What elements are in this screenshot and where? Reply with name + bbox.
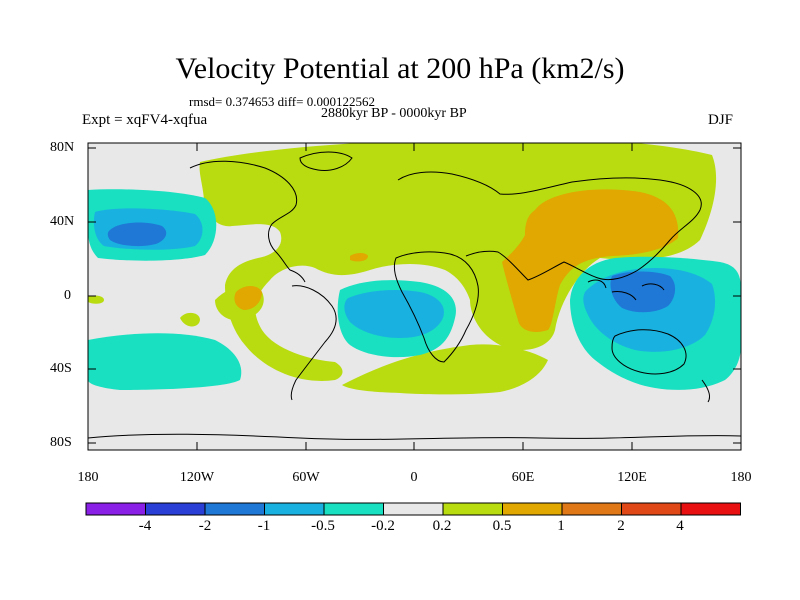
lon-label-180-west: 180 xyxy=(77,470,99,485)
positive-patch-central-pacific xyxy=(180,312,200,327)
positive-region-south-atlantic xyxy=(342,344,548,395)
lon-label-120e: 120E xyxy=(617,470,647,485)
lon-label-60w: 60W xyxy=(292,470,320,485)
colorbar-swatch xyxy=(264,502,325,516)
colorbar-swatch xyxy=(621,502,682,516)
colorbar-label: -4 xyxy=(138,518,152,534)
lat-label-80n: 80N xyxy=(50,140,75,155)
colorbar-swatch xyxy=(502,502,563,516)
colorbar-label: -1 xyxy=(257,518,271,534)
lat-label-40n: 40N xyxy=(50,214,75,229)
colorbar-swatch xyxy=(85,502,146,516)
colorbar-label: -2 xyxy=(198,518,212,534)
negative-core-north-pacific xyxy=(107,222,167,247)
axis-ticks xyxy=(87,143,742,450)
negative-patch-atlantic-east xyxy=(88,196,94,208)
colorbar-swatch xyxy=(383,502,444,516)
experiment-label: Expt = xqFV4-xqfua xyxy=(82,112,208,128)
colorbar xyxy=(85,502,741,516)
lat-label-40s: 40S xyxy=(50,361,72,376)
lon-label-60e: 60E xyxy=(511,470,535,485)
colorbar-label: 0.5 xyxy=(492,518,512,534)
lon-label-120w: 120W xyxy=(179,470,215,485)
lat-label-0: 0 xyxy=(64,288,71,303)
contour-field xyxy=(88,143,741,450)
lat-label-80s: 80S xyxy=(50,435,72,450)
colorbar-swatch xyxy=(680,502,741,516)
colorbar-label: 1 xyxy=(557,518,565,534)
colorbar-label: 4 xyxy=(676,518,684,534)
colorbar-swatch xyxy=(204,502,265,516)
colorbar-label: -0.5 xyxy=(311,518,335,534)
colorbar-swatch xyxy=(323,502,384,516)
lon-label-180-east: 180 xyxy=(730,470,752,485)
negative-core-maritime-continent xyxy=(610,271,676,313)
positive-core-south-america xyxy=(234,286,262,310)
stats-text: rmsd= 0.374653 diff= 0.000122562 xyxy=(189,94,375,109)
coastlines xyxy=(88,151,741,440)
positive-patch-dateline xyxy=(88,295,104,304)
negative-region-south-pacific xyxy=(88,333,242,390)
colorbar-swatch xyxy=(145,502,206,516)
colorbar-label: 0.2 xyxy=(432,518,452,534)
colorbar-label: 2 xyxy=(617,518,625,534)
colorbar-swatch xyxy=(442,502,503,516)
colorbar-swatch xyxy=(561,502,622,516)
season-label: DJF xyxy=(708,112,734,128)
period-label: 2880kyr BP - 0000kyr BP xyxy=(321,106,467,121)
positive-patch-atlantic xyxy=(350,253,368,262)
positive-core-asia-africa xyxy=(502,189,679,332)
colorbar-label: -0.2 xyxy=(371,518,395,534)
lon-label-0: 0 xyxy=(410,470,418,485)
chart-title: Velocity Potential at 200 hPa (km2/s) xyxy=(175,52,625,85)
